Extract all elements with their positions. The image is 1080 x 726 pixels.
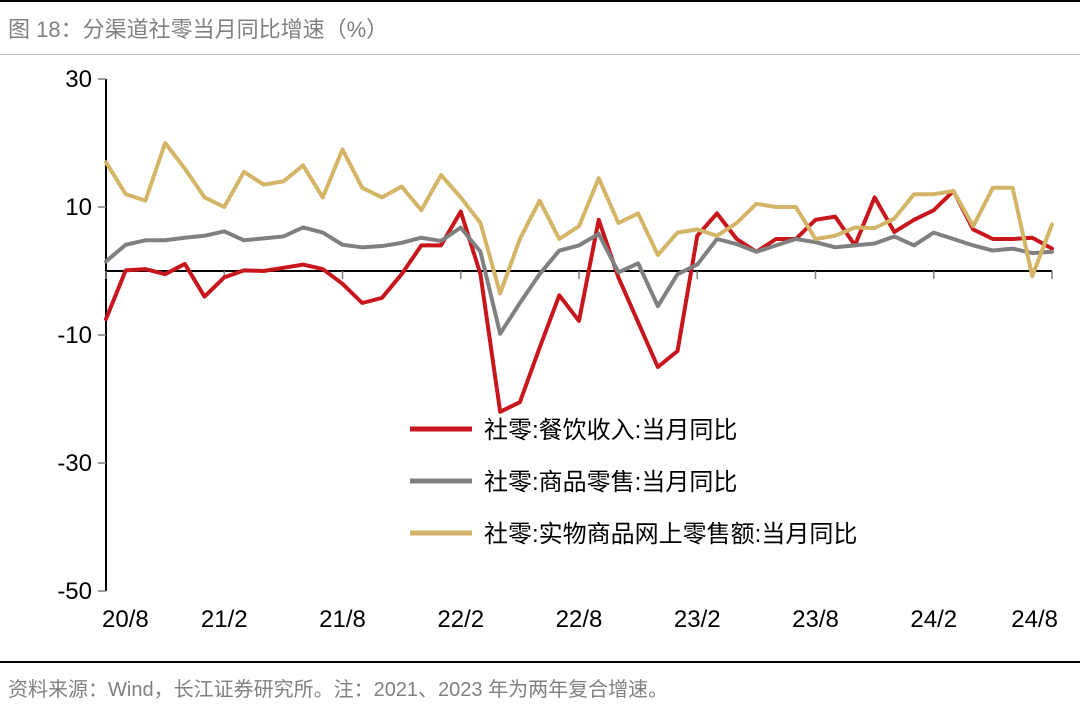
svg-text:24/2: 24/2	[910, 606, 957, 633]
figure-title: 图 18：分渠道社零当月同比增速（%）	[0, 0, 1080, 55]
svg-text:-30: -30	[57, 450, 92, 477]
svg-text:24/8: 24/8	[1011, 606, 1058, 633]
svg-text:10: 10	[65, 194, 92, 221]
legend-label: 社零:实物商品网上零售额:当月同比	[484, 521, 857, 548]
svg-text:22/2: 22/2	[437, 606, 484, 633]
figure-source-note: 资料来源：Wind，长江证券研究所。注：2021、2023 年为两年复合增速。	[0, 661, 1080, 712]
svg-text:21/8: 21/8	[319, 606, 366, 633]
svg-text:21/2: 21/2	[201, 606, 248, 633]
svg-text:23/2: 23/2	[674, 606, 721, 633]
line-chart: -50 -30 -10 10 30 20/8 21/2 21/8 22/2 22/8 23/2 23/…	[10, 61, 1070, 661]
svg-text:-50: -50	[57, 578, 92, 605]
svg-text:20/8: 20/8	[102, 606, 149, 633]
page: 图 18：分渠道社零当月同比增速（%） -50 -30 -10 10 30 20/8 21/…	[0, 0, 1080, 726]
chart-area: -50 -30 -10 10 30 20/8 21/2 21/8 22/2 22/8 23/2 23/…	[10, 61, 1070, 661]
legend-label: 社零:餐饮收入:当月同比	[484, 417, 737, 444]
svg-text:23/8: 23/8	[792, 606, 839, 633]
svg-text:30: 30	[65, 66, 92, 93]
legend-label: 社零:商品零售:当月同比	[484, 469, 737, 496]
svg-text:-10: -10	[57, 322, 92, 349]
svg-text:22/8: 22/8	[556, 606, 603, 633]
